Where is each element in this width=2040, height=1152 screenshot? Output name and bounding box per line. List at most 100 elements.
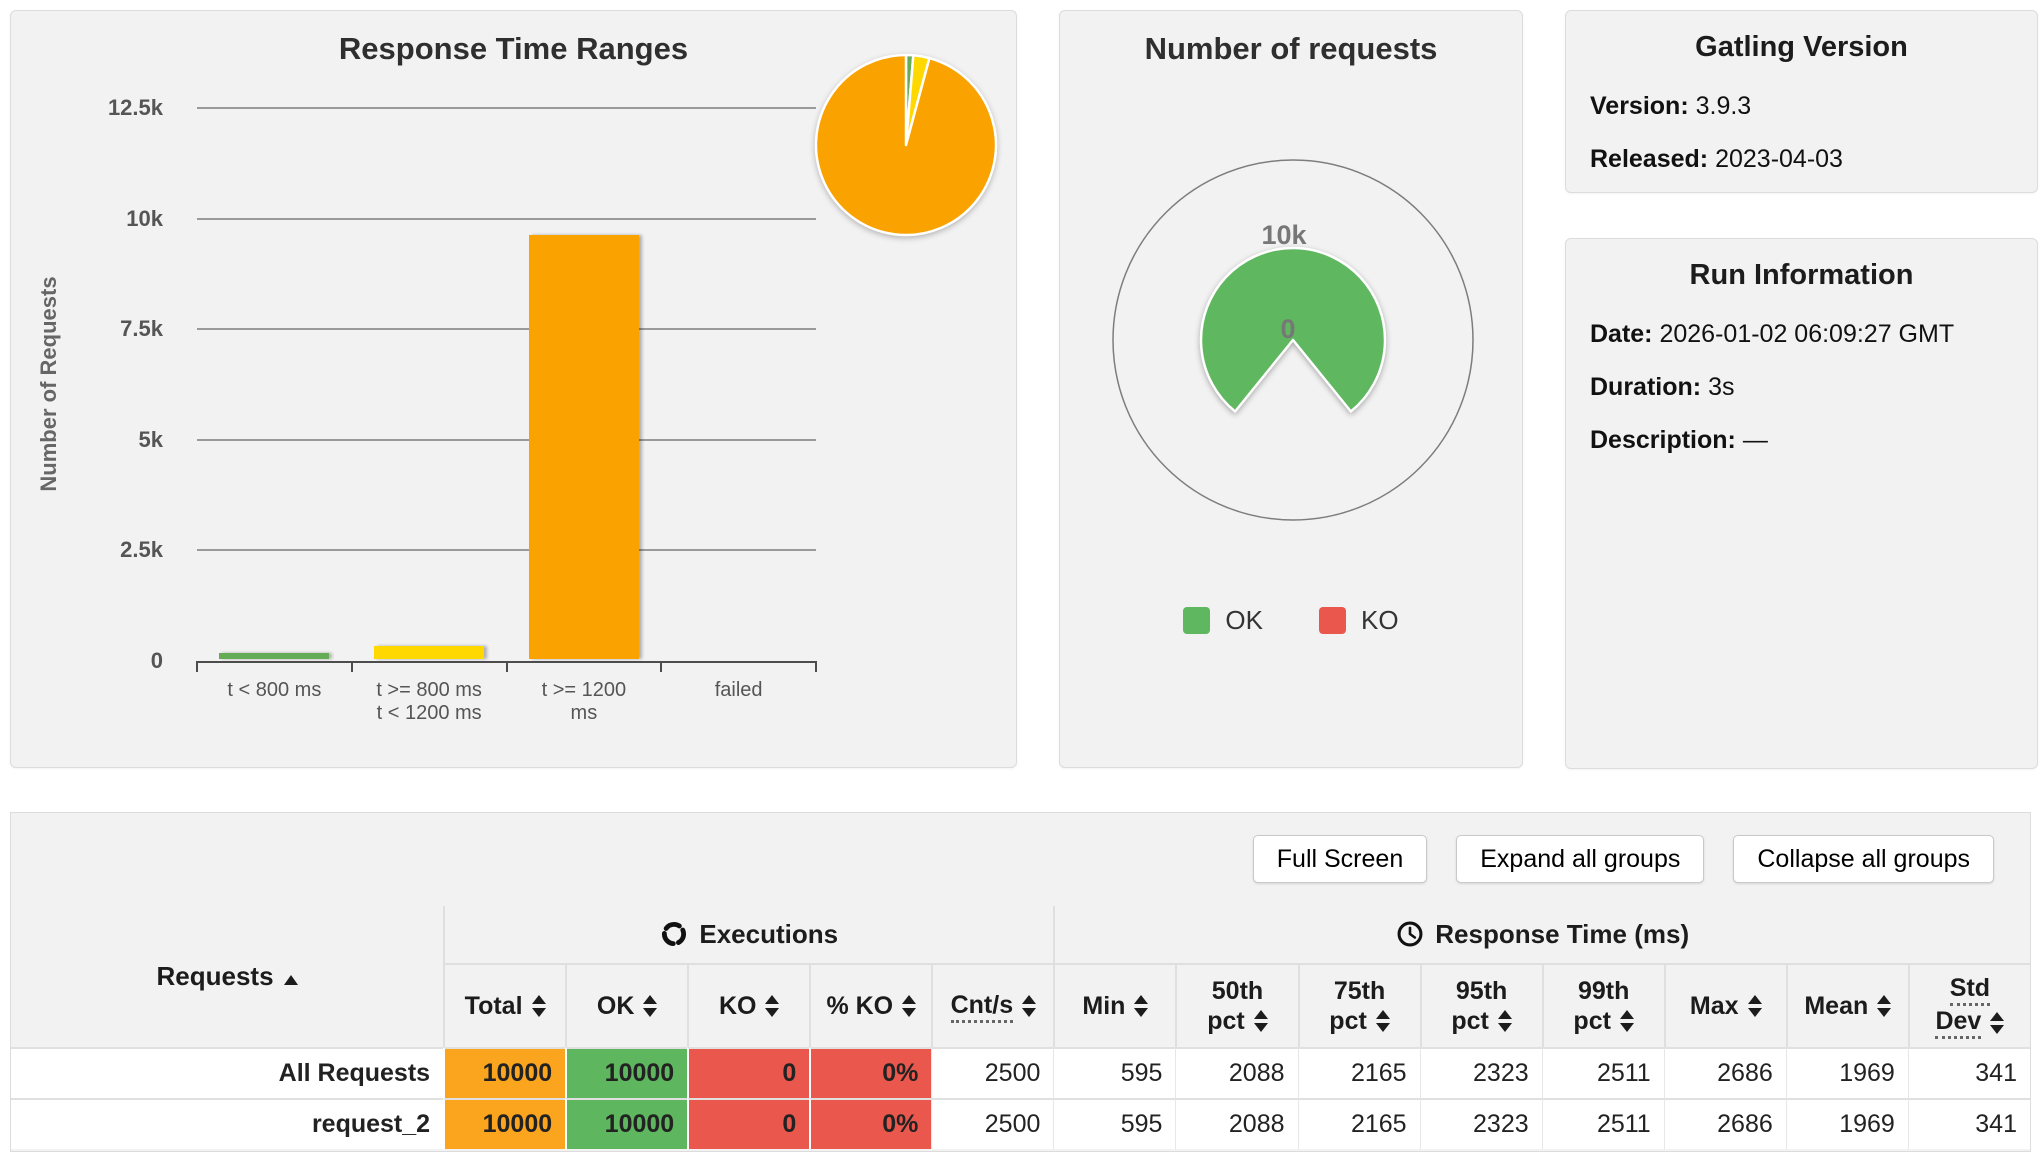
- column-header-label: Mean: [1804, 991, 1892, 1021]
- header-line: 75th: [1334, 976, 1385, 1006]
- header-line: pct: [1207, 1006, 1268, 1036]
- header-line: pct: [1451, 1006, 1512, 1036]
- sort-arrows-icon: [531, 995, 546, 1017]
- column-header-p95[interactable]: 95th pct: [1419, 965, 1542, 1047]
- gridline: [197, 328, 816, 331]
- date-line: Date: 2026-01-02 06:09:27 GMT: [1590, 320, 2013, 349]
- version-line: Version: 3.9.3: [1590, 92, 2013, 121]
- sort-arrows-icon: [1134, 995, 1149, 1017]
- sort-arrows-icon: [1022, 995, 1037, 1017]
- cell-total: 10000: [443, 1098, 566, 1149]
- executions-group-header: Executions: [443, 906, 1054, 965]
- y-axis-tick-label: 10k: [126, 205, 163, 231]
- date-value: 2026-01-02 06:09:27 GMT: [1659, 320, 1955, 348]
- sort-down-icon: [1134, 1008, 1149, 1017]
- full-screen-button[interactable]: Full Screen: [1252, 835, 1428, 883]
- ok-slice-label: 10k: [1261, 220, 1307, 250]
- column-header-label: KO: [719, 991, 780, 1021]
- legend-item-ko[interactable]: KO: [1319, 605, 1399, 636]
- column-header-label: 95th pct: [1451, 976, 1512, 1036]
- sort-up-icon: [1877, 995, 1892, 1004]
- header-text: Total: [464, 992, 523, 1020]
- bar-2: [374, 646, 485, 659]
- cell-min: 595: [1053, 1098, 1176, 1149]
- column-header-p75[interactable]: 75th pct: [1297, 965, 1420, 1047]
- request-name[interactable]: request_2: [11, 1098, 444, 1149]
- executions-cycle-icon: [662, 921, 687, 947]
- response-time-group-label: Response Time (ms): [1435, 919, 1690, 949]
- cell-ko_pct: 0%: [809, 1098, 932, 1149]
- sort-arrows-icon: [1253, 1010, 1268, 1032]
- sort-down-icon: [1747, 1008, 1762, 1017]
- panel-title: Gatling Version: [1695, 31, 1908, 63]
- y-axis-tick-label: 0: [150, 648, 163, 673]
- y-axis-tick-label: 7.5k: [120, 316, 163, 342]
- column-header-p99[interactable]: 99th pct: [1541, 965, 1664, 1047]
- chart-title: Number of requests: [1144, 31, 1438, 66]
- cell-ko: 0: [687, 1098, 810, 1149]
- sort-arrows-icon: [1375, 1010, 1390, 1032]
- statistics-section: Full Screen Expand all groups Collapse a…: [10, 812, 2031, 1152]
- column-header-label: % KO: [826, 991, 917, 1021]
- x-axis-tick: [350, 661, 353, 672]
- header-text: pct: [1573, 1007, 1611, 1035]
- number-of-requests-panel: Number of requests 10k 0 OK KO: [1059, 10, 1523, 768]
- x-axis-tick: [196, 661, 198, 672]
- column-header-min[interactable]: Min: [1053, 965, 1175, 1047]
- cell-p75: 2165: [1297, 1098, 1420, 1149]
- bar-chart-plot-area: 0 2.5k 5k 7.5k 10k 12.5k t < 800 ms t >= 800 ms…: [11, 11, 1016, 767]
- header-line: Min: [1082, 991, 1149, 1021]
- header-text: % KO: [826, 992, 894, 1020]
- pie-slice-gt1200: [814, 53, 998, 237]
- statistics-table: Requests Executions Response Time (ms) T…: [11, 906, 2030, 1149]
- request-name[interactable]: All Requests: [11, 1047, 444, 1098]
- sort-arrows-icon: [1877, 995, 1892, 1017]
- header-line: pct: [1329, 1006, 1390, 1036]
- table-row: All Requests 10000 10000 0 0% 2500 595 2088 2165…: [11, 1047, 2030, 1098]
- x-axis-tick: [660, 661, 663, 672]
- version-value: 3.9.3: [1695, 92, 1752, 120]
- sort-up-icon: [1990, 1011, 2005, 1021]
- column-header-label: Max: [1690, 991, 1762, 1021]
- header-text: OK: [596, 992, 635, 1020]
- x-axis-tick: [815, 661, 817, 672]
- cell-p99: 2511: [1541, 1098, 1664, 1149]
- column-header-mean[interactable]: Mean: [1785, 965, 1908, 1047]
- legend-item-ok[interactable]: OK: [1183, 605, 1263, 636]
- duration-line: Duration: 3s: [1590, 373, 2013, 402]
- column-header-ko_pct[interactable]: % KO: [809, 965, 931, 1047]
- column-header-label: 50th pct: [1207, 976, 1268, 1036]
- column-header-total[interactable]: Total: [443, 965, 565, 1047]
- column-header-ko[interactable]: KO: [687, 965, 809, 1047]
- run-information-panel: Run Information Date: 2026-01-02 06:09:2…: [1565, 238, 2038, 769]
- released-value: 2023-04-03: [1715, 145, 1843, 173]
- sort-down-icon: [765, 1008, 780, 1017]
- header-text: Std: [1949, 973, 1991, 1006]
- gridline: [197, 549, 816, 552]
- cell-mean: 1969: [1785, 1047, 1908, 1098]
- column-header-cnts[interactable]: Cnt/s: [931, 965, 1053, 1047]
- x-axis-tick: [505, 661, 508, 672]
- collapse-all-groups-button[interactable]: Collapse all groups: [1733, 835, 1994, 883]
- expand-all-groups-button[interactable]: Expand all groups: [1456, 835, 1705, 883]
- y-axis-tick-label: 12.5k: [107, 95, 163, 120]
- column-header-requests[interactable]: Requests: [11, 906, 443, 1047]
- column-header-max[interactable]: Max: [1663, 965, 1786, 1047]
- cell-cnts: 2500: [931, 1098, 1054, 1149]
- column-header-stddev[interactable]: Std Dev: [1907, 965, 2030, 1047]
- sort-up-icon: [765, 995, 780, 1004]
- x-axis-category-label: t >= 800 ms t < 1200 ms: [376, 679, 482, 724]
- column-header-p50[interactable]: 50th pct: [1175, 965, 1297, 1047]
- bar-3: [528, 235, 639, 659]
- header-text: 99th: [1577, 977, 1630, 1005]
- gridline: [197, 107, 816, 109]
- header-text: pct: [1207, 1007, 1245, 1035]
- header-line: Mean: [1804, 991, 1892, 1021]
- column-header-ok[interactable]: OK: [565, 965, 687, 1047]
- response-time-group-header: Response Time (ms): [1053, 906, 2030, 965]
- sort-up-icon: [1134, 995, 1149, 1004]
- description-label: Description:: [1590, 426, 1736, 454]
- header-line: OK: [597, 991, 658, 1021]
- ok-swatch-icon: [1183, 607, 1211, 634]
- cell-min: 595: [1053, 1047, 1176, 1098]
